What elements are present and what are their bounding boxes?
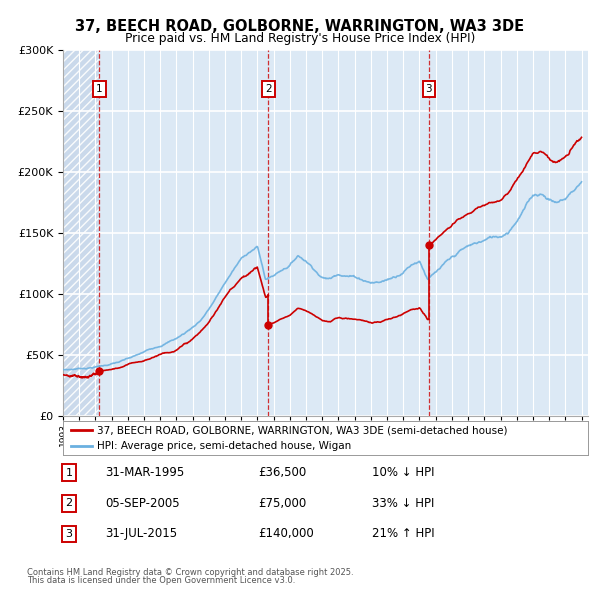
Text: 05-SEP-2005: 05-SEP-2005: [105, 497, 179, 510]
Text: HPI: Average price, semi-detached house, Wigan: HPI: Average price, semi-detached house,…: [97, 441, 352, 451]
Text: 31-MAR-1995: 31-MAR-1995: [105, 466, 184, 479]
Text: 31-JUL-2015: 31-JUL-2015: [105, 527, 177, 540]
Text: 3: 3: [65, 529, 73, 539]
Text: 33% ↓ HPI: 33% ↓ HPI: [372, 497, 434, 510]
Text: 37, BEECH ROAD, GOLBORNE, WARRINGTON, WA3 3DE (semi-detached house): 37, BEECH ROAD, GOLBORNE, WARRINGTON, WA…: [97, 425, 508, 435]
Text: £140,000: £140,000: [258, 527, 314, 540]
Text: 10% ↓ HPI: 10% ↓ HPI: [372, 466, 434, 479]
Text: £75,000: £75,000: [258, 497, 306, 510]
Text: 21% ↑ HPI: 21% ↑ HPI: [372, 527, 434, 540]
Text: This data is licensed under the Open Government Licence v3.0.: This data is licensed under the Open Gov…: [27, 576, 295, 585]
Text: Price paid vs. HM Land Registry's House Price Index (HPI): Price paid vs. HM Land Registry's House …: [125, 32, 475, 45]
Text: Contains HM Land Registry data © Crown copyright and database right 2025.: Contains HM Land Registry data © Crown c…: [27, 568, 353, 577]
Text: 1: 1: [96, 84, 103, 94]
Bar: [63, 50, 100, 416]
Text: 37, BEECH ROAD, GOLBORNE, WARRINGTON, WA3 3DE: 37, BEECH ROAD, GOLBORNE, WARRINGTON, WA…: [76, 19, 524, 34]
Text: 2: 2: [265, 84, 272, 94]
Text: 2: 2: [65, 499, 73, 508]
Text: £36,500: £36,500: [258, 466, 306, 479]
Text: 1: 1: [65, 468, 73, 477]
Text: 3: 3: [425, 84, 432, 94]
